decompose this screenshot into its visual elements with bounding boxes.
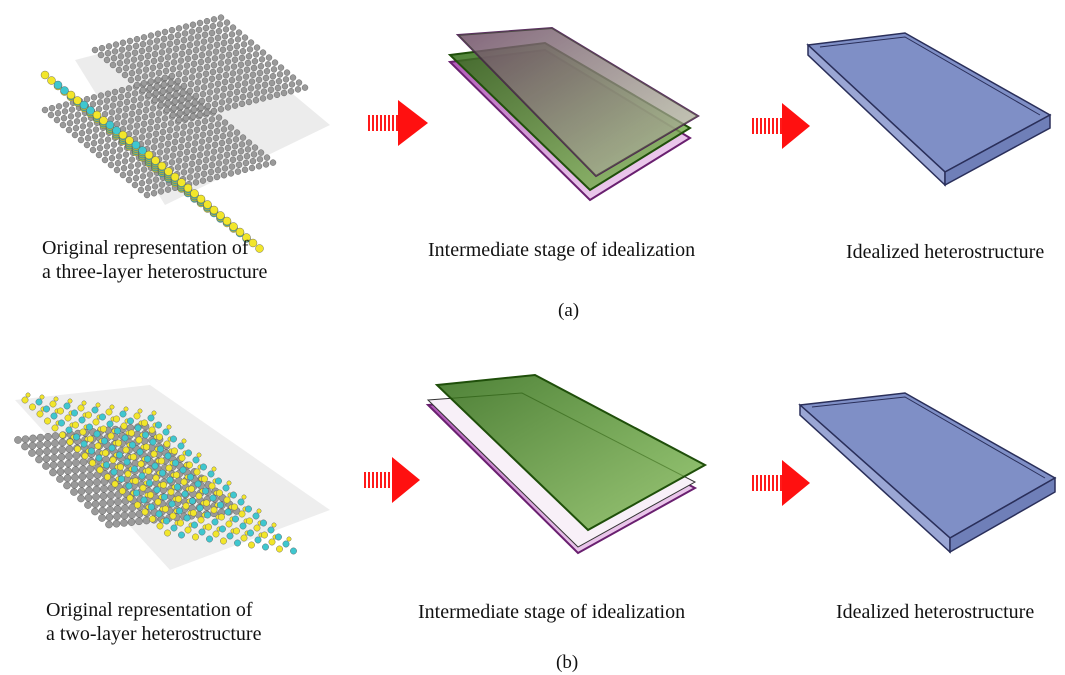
- caption-original-a-line1: Original representation of: [42, 237, 249, 259]
- caption-idealized-b: Idealized heterostructure: [836, 601, 1035, 623]
- idealized-slab-diagram: [806, 32, 1052, 187]
- caption-intermediate-a: Intermediate stage of idealization: [428, 239, 696, 261]
- arrow-right-icon: [752, 460, 810, 506]
- three-layer-molecular-model: [40, 14, 330, 253]
- caption-original-b-line2: a two-layer heterostructure: [46, 623, 262, 645]
- intermediate-layers-diagram: [425, 373, 708, 555]
- caption-original-a-line2: a three-layer heterostructure: [42, 261, 268, 283]
- panel-label-b: (b): [556, 652, 579, 673]
- idealized-slab-diagram: [798, 392, 1057, 554]
- panel-label-a: (a): [558, 300, 580, 321]
- caption-original-b-line1: Original representation of: [46, 599, 253, 621]
- caption-intermediate-b: Intermediate stage of idealization: [418, 601, 686, 623]
- caption-idealized-a: Idealized heterostructure: [846, 241, 1045, 263]
- intermediate-layers-diagram: [447, 26, 700, 202]
- two-layer-molecular-model: [14, 385, 330, 570]
- arrow-right-icon: [752, 103, 810, 149]
- arrow-right-icon: [362, 457, 420, 503]
- arrow-right-icon: [368, 100, 428, 146]
